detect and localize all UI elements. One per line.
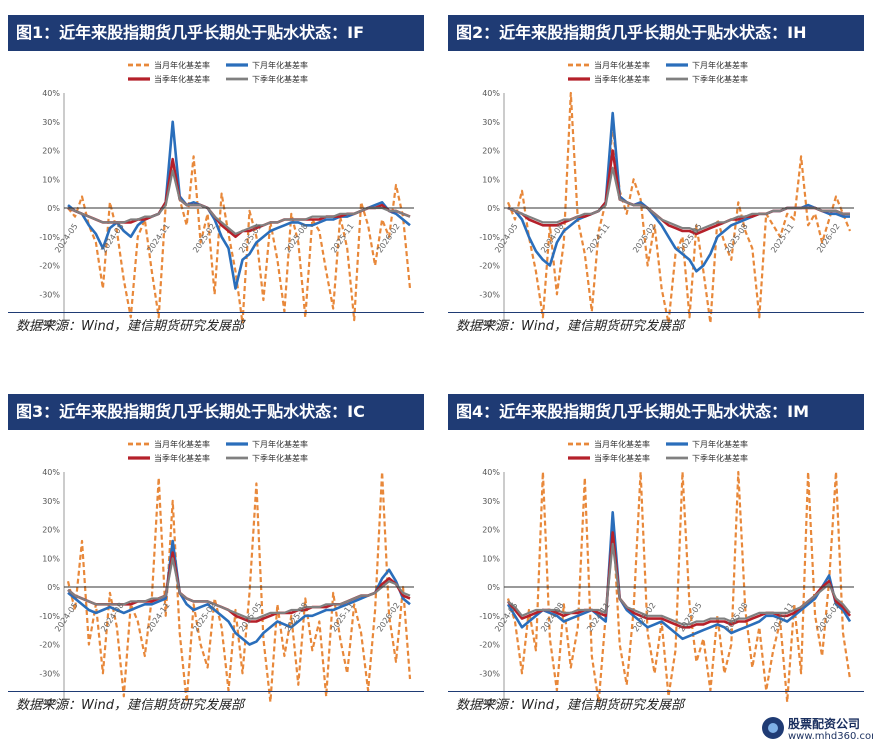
y-tick-label: 40% bbox=[482, 89, 500, 98]
divider bbox=[8, 312, 424, 313]
y-tick-label: 10% bbox=[42, 554, 60, 563]
y-tick-label: 10% bbox=[482, 554, 500, 563]
legend-label: 当季年化基差率 bbox=[594, 74, 650, 84]
y-tick-label: 30% bbox=[42, 118, 60, 127]
legend-label: 当季年化基差率 bbox=[154, 453, 210, 463]
y-tick-label: 20% bbox=[42, 526, 60, 535]
y-tick-label: 40% bbox=[42, 89, 60, 98]
panel-title: 图4：近年来股指期货几乎长期处于贴水状态：IM bbox=[448, 394, 864, 430]
y-tick-label: -40% bbox=[479, 698, 500, 704]
y-tick-label: 0% bbox=[487, 583, 500, 592]
series-line bbox=[67, 539, 411, 646]
chart-im: 40%30%20%10%0%-10%-20%-30%-40%2024-05 202… bbox=[479, 439, 854, 704]
y-tick-label: -40% bbox=[39, 698, 60, 704]
panel-im: 图4：近年来股指期货几乎长期处于贴水状态：IM 40% 30% 20% 10% 0% -1… bbox=[448, 394, 864, 744]
y-tick-label: -10% bbox=[479, 612, 500, 621]
series-line bbox=[67, 155, 412, 325]
legend-label: 下季年化基差率 bbox=[692, 74, 748, 84]
y-tick-label: 10% bbox=[42, 175, 60, 184]
y-tick-label: -30% bbox=[39, 669, 60, 678]
x-tick-label: 2025-08 bbox=[283, 222, 310, 255]
y-tick-label: -30% bbox=[479, 669, 500, 678]
y-tick-label: -10% bbox=[39, 233, 60, 242]
divider bbox=[448, 691, 864, 692]
series-line bbox=[506, 531, 852, 629]
panel-if: 图1：近年来股指期货几乎长期处于贴水状态：IF 40% 30% 20% 10% 0% -1… bbox=[8, 15, 424, 365]
chart-ih: 40%30%20%10%0%-10%-20%-30%-40%2024-05 202… bbox=[479, 60, 854, 325]
y-tick-label: 30% bbox=[42, 497, 60, 506]
series-line bbox=[66, 470, 412, 704]
y-tick-label: -10% bbox=[39, 612, 60, 621]
source-note: 数据来源：Wind，建信期货研究发展部 bbox=[16, 319, 244, 334]
y-tick-label: -20% bbox=[39, 641, 60, 650]
y-tick-label: 30% bbox=[482, 118, 500, 127]
x-tick-label: 2024-08 bbox=[539, 222, 566, 255]
x-tick-label: 2024-11 bbox=[585, 222, 612, 255]
panel-title: 图3：近年来股指期货几乎长期处于贴水状态：IC bbox=[8, 394, 424, 430]
x-tick-label: 2025-05 bbox=[677, 601, 704, 634]
y-tick-label: 40% bbox=[42, 468, 60, 477]
legend-label: 下月年化基差率 bbox=[252, 439, 308, 449]
y-tick-label: 20% bbox=[42, 147, 60, 156]
y-tick-label: -10% bbox=[479, 233, 500, 242]
y-tick-label: -20% bbox=[39, 262, 60, 271]
source-note: 数据来源：Wind，建信期货研究发展部 bbox=[16, 698, 244, 713]
series-line bbox=[506, 91, 852, 325]
x-tick-label: 2024-08 bbox=[99, 601, 126, 634]
y-tick-label: 20% bbox=[482, 526, 500, 535]
series-line bbox=[67, 557, 411, 620]
source-note: 数据来源：Wind，建信期货研究发展部 bbox=[456, 319, 684, 334]
y-tick-label: 30% bbox=[482, 497, 500, 506]
x-tick-label: 2026-02 bbox=[815, 601, 842, 634]
series-line bbox=[507, 166, 850, 233]
series-line bbox=[67, 120, 411, 290]
panel-title: 图1：近年来股指期货几乎长期处于贴水状态：IF bbox=[8, 15, 424, 51]
divider bbox=[448, 312, 864, 313]
legend-label: 当月年化基差率 bbox=[594, 60, 650, 70]
legend-label: 当季年化基差率 bbox=[154, 74, 210, 84]
x-tick-label: 2025-11 bbox=[769, 222, 796, 255]
panel-title: 图2：近年来股指期货几乎长期处于贴水状态：IH bbox=[448, 15, 864, 51]
series-line bbox=[507, 542, 851, 626]
series-line bbox=[506, 511, 852, 641]
legend-label: 当月年化基差率 bbox=[154, 60, 210, 70]
legend-label: 下季年化基差率 bbox=[692, 453, 748, 463]
legend-label: 下季年化基差率 bbox=[252, 453, 308, 463]
y-tick-label: -40% bbox=[39, 319, 60, 325]
chart-if: 40%30%20%10%0%-10%-20%-30%-40%2024-05 202… bbox=[39, 60, 414, 325]
panel-ic: 图3：近年来股指期货几乎长期处于贴水状态：IC 40% 30% 20% 10% 0% -1… bbox=[8, 394, 424, 744]
legend-label: 下月年化基差率 bbox=[692, 439, 748, 449]
legend-label: 下季年化基差率 bbox=[252, 74, 308, 84]
series-line bbox=[67, 169, 411, 235]
x-tick-label: 2024-11 bbox=[145, 222, 172, 255]
x-tick-label: 2025-08 bbox=[283, 601, 310, 634]
panel-ih: 图2：近年来股指期货几乎长期处于贴水状态：IH 40% 30% 20% 10% 0% -1… bbox=[448, 15, 864, 365]
y-tick-label: -30% bbox=[39, 290, 60, 299]
legend-label: 当月年化基差率 bbox=[154, 439, 210, 449]
watermark-url: www.mhd360.com bbox=[788, 731, 873, 742]
x-tick-label: 2025-02 bbox=[631, 222, 658, 255]
divider bbox=[8, 691, 424, 692]
watermark: 股票配资公司 www.mhd360.com bbox=[760, 713, 873, 747]
y-tick-label: 20% bbox=[482, 147, 500, 156]
legend-label: 当季年化基差率 bbox=[594, 453, 650, 463]
watermark-logo-icon bbox=[762, 717, 784, 739]
y-tick-label: 10% bbox=[482, 175, 500, 184]
y-tick-label: 0% bbox=[47, 204, 60, 213]
watermark-title: 股票配资公司 bbox=[788, 717, 861, 731]
y-tick-label: 40% bbox=[482, 468, 500, 477]
legend-label: 下月年化基差率 bbox=[252, 60, 308, 70]
y-tick-label: -20% bbox=[479, 262, 500, 271]
legend-label: 下月年化基差率 bbox=[692, 60, 748, 70]
legend-label: 当月年化基差率 bbox=[594, 439, 650, 449]
y-tick-label: -40% bbox=[479, 319, 500, 325]
source-note: 数据来源：Wind，建信期货研究发展部 bbox=[456, 698, 684, 713]
y-tick-label: 0% bbox=[487, 204, 500, 213]
y-tick-label: 0% bbox=[47, 583, 60, 592]
x-tick-label: 2024-11 bbox=[585, 601, 612, 634]
y-tick-label: -20% bbox=[479, 641, 500, 650]
y-tick-label: -30% bbox=[479, 290, 500, 299]
chart-ic: 40%30%20%10%0%-10%-20%-30%-40%2024-05 202… bbox=[39, 439, 414, 704]
